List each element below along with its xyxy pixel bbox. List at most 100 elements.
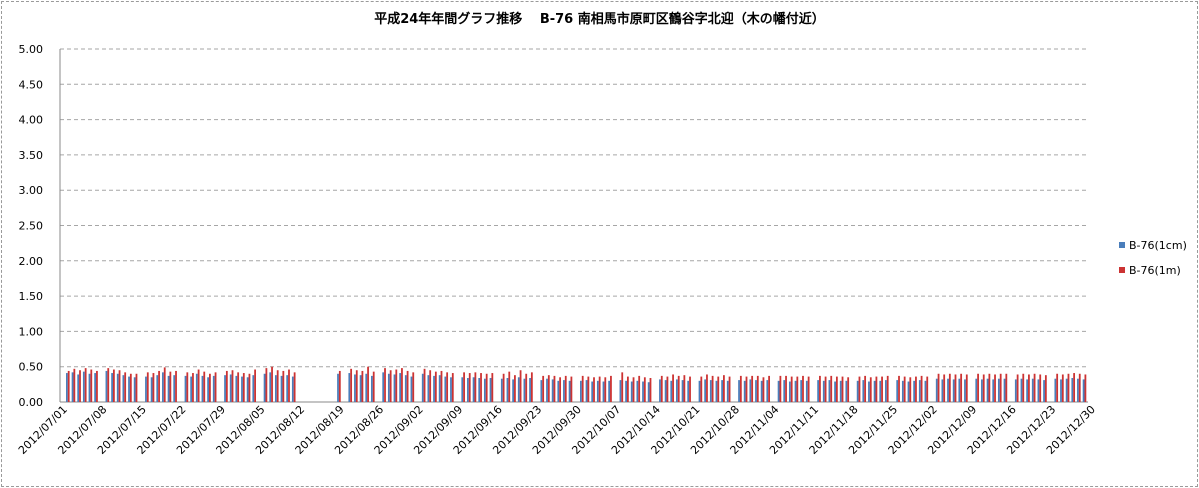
bar-1m [209,373,211,402]
bar-1m [463,372,465,402]
bar-1m [643,377,646,402]
bar-1m [293,372,296,402]
bar-1cm [681,380,684,402]
bar-1cm [901,380,904,402]
bar-1m [384,368,386,402]
bar-1m [999,373,1002,402]
bar-1cm [670,380,673,402]
bar-1m [242,373,245,402]
bar-1m [152,373,155,402]
bar-1m [271,366,273,402]
bar-1cm [630,381,633,402]
bar-1m [350,368,353,402]
bar-1m [723,375,725,402]
bar-1m [881,376,883,402]
bar-1cm [997,378,1000,402]
grid-layer [59,48,1088,403]
bar-1m [361,370,364,402]
bar-1cm [868,381,870,402]
bar-1cm [167,375,170,402]
bar-1m [1022,373,1025,402]
bar-1cm [229,374,232,402]
bar-1cm [224,375,226,402]
bar-1m [948,373,951,402]
bar-1cm [913,380,916,402]
bar-1cm [359,375,362,402]
bar-1cm [546,378,548,402]
bar-1m [785,375,787,402]
bar-1m [129,373,132,402]
bar-1cm [286,375,289,402]
bar-1m [192,373,194,402]
bar-1m [502,373,505,402]
bar-1m [1056,373,1059,402]
bar-1m [355,370,358,402]
bar-1cm [444,376,447,402]
bar-1m [638,375,641,402]
bar-1m [67,370,70,402]
bar-1cm [647,382,650,402]
bar-1m [649,378,652,402]
bar-1cm [636,380,639,402]
bar-1cm [1037,379,1040,402]
bar-1cm [885,380,887,402]
bar-1m [898,375,900,402]
bar-1cm [162,372,164,402]
y-tick-label: 0.50 [19,361,44,374]
bar-1cm [94,373,97,402]
bar-1m [412,372,415,402]
bar-1m [745,376,748,402]
bar-1m [621,372,624,402]
bar-1cm [1060,379,1062,402]
bar-1cm [354,374,356,402]
bar-1m [530,372,533,402]
bar-1m [756,375,759,402]
bar-1cm [580,380,582,402]
bar-1m [604,377,607,402]
bar-1m [395,369,398,402]
bar-1cm [924,380,927,402]
bar-1m [79,370,81,402]
bar-1m [706,374,708,402]
bar-1m [903,376,906,402]
bar-1cm [212,375,215,402]
bar-1m [468,373,471,402]
bar-1m [1061,374,1064,402]
bar-1m [96,370,98,402]
bar-1cm [935,378,938,402]
bar-1m [389,370,392,402]
bar-1cm [421,373,424,402]
bar-1m [1084,374,1087,402]
bar-1m [508,371,511,402]
bar-1m [666,376,669,402]
bar-1cm [472,377,475,402]
bar-1cm [105,370,108,402]
bar-1m [779,375,782,402]
chart-title: 平成24年年間グラフ推移 B-76 南相馬市原町区鶴谷字北迎（木の幡付近） [374,12,825,27]
y-axis: 0.00 0.50 1.00 1.50 2.00 2.50 3.00 3.50 4.00 4.50… [19,43,44,409]
legend: B-76(1cm) B-76(1m) [1119,239,1187,277]
bar-1m [429,370,432,402]
bar-1m [841,376,844,402]
bar-1cm [862,380,865,402]
bar-1m [485,373,488,402]
bar-1cm [698,380,701,402]
bar-1cm [783,380,786,402]
bar-1cm [207,377,210,402]
bar-1m [146,372,149,402]
bar-1m [372,371,375,402]
bar-1m [559,377,562,402]
bar-1cm [88,373,91,402]
bar-1m [254,369,256,402]
bar-1cm [540,380,543,402]
bar-1cm [981,379,983,402]
bar-1cm [1082,379,1085,402]
bar-1m [660,375,663,402]
bar-1m [858,376,861,402]
bar-1cm [517,377,520,402]
bar-1m [1016,374,1019,402]
bar-1cm [156,375,159,402]
bar-1m [474,372,477,402]
bar-1cm [77,374,80,402]
